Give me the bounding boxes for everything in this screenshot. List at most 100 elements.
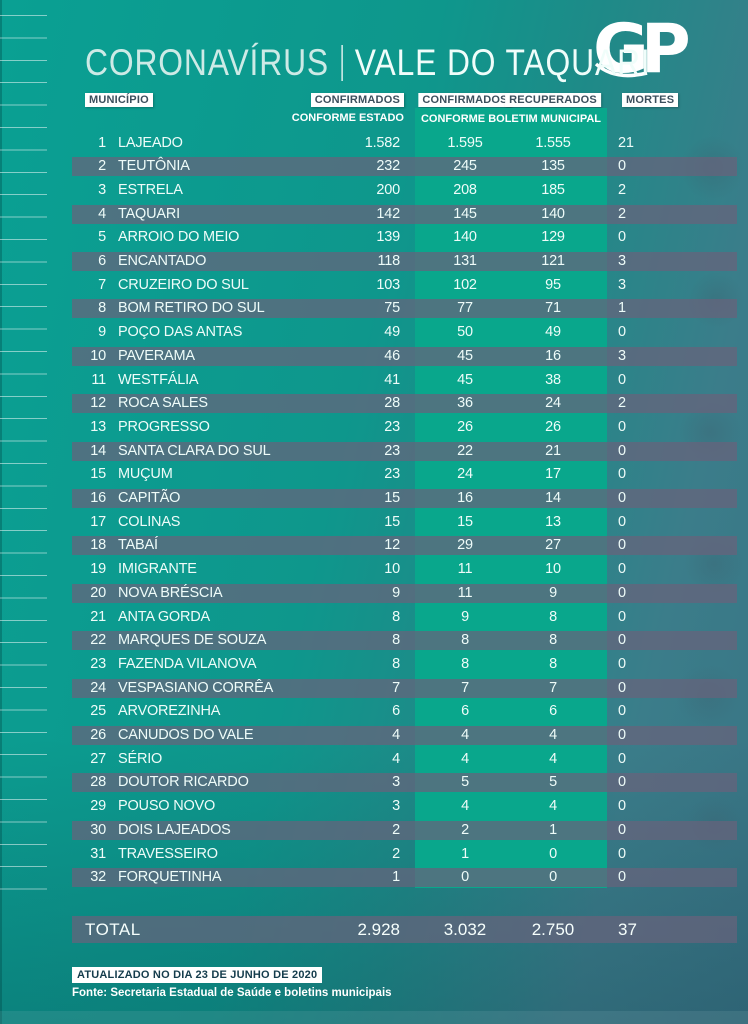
confirmed-municipal-value: 45 xyxy=(457,347,473,364)
table-row: 13 PROGRESSO 23 26 26 0 xyxy=(0,418,748,437)
row-number: 3 xyxy=(98,181,106,198)
row-number: 32 xyxy=(90,869,106,886)
deaths-value: 0 xyxy=(618,655,626,672)
confirmed-state-value: 9 xyxy=(392,584,400,601)
table-row: 23 FAZENDA VILANOVA 8 8 8 0 xyxy=(0,655,748,674)
recovered-value: 4 xyxy=(549,798,557,815)
confirmed-state-value: 7 xyxy=(392,679,400,696)
total-deaths: 37 xyxy=(618,920,637,939)
row-highlight-band xyxy=(72,252,737,271)
recovered-value: 185 xyxy=(541,181,565,198)
confirmed-state-value: 3 xyxy=(392,798,400,815)
row-number: 12 xyxy=(90,395,106,412)
confirmed-state-value: 103 xyxy=(376,276,400,293)
confirmed-municipal-value: 4 xyxy=(461,727,469,743)
title-region: VALE DO TAQUARI xyxy=(354,42,651,83)
deaths-value: 0 xyxy=(618,727,626,743)
municipality-name: POUSO NOVO xyxy=(118,798,216,815)
deaths-value: 0 xyxy=(618,774,626,791)
municipality-name: ROCA SALES xyxy=(118,395,208,412)
row-number: 8 xyxy=(98,300,106,317)
confirmed-state-value: 23 xyxy=(384,442,400,459)
table-row: 16 CAPITÃO 15 16 14 0 xyxy=(0,489,748,508)
row-number: 15 xyxy=(90,466,106,483)
confirmed-municipal-value: 8 xyxy=(461,632,469,649)
table-row: 28 DOUTOR RICARDO 3 5 5 0 xyxy=(0,773,748,793)
municipality-name: IMIGRANTE xyxy=(118,561,197,578)
table-row: 11 WESTFÁLIA 41 45 38 0 xyxy=(0,371,748,390)
table-row: 26 CANUDOS DO VALE 4 4 4 0 xyxy=(0,726,748,745)
table-row: 21 ANTA GORDA 8 9 8 0 xyxy=(0,608,748,627)
municipality-name: CRUZEIRO DO SUL xyxy=(118,276,249,293)
row-number: 28 xyxy=(90,774,106,791)
municipality-name: COLINAS xyxy=(118,513,181,530)
recovered-value: 26 xyxy=(545,418,561,435)
table-row: 27 SÉRIO 4 4 4 0 xyxy=(0,750,748,769)
recovered-value: 5 xyxy=(549,774,557,791)
deaths-value: 0 xyxy=(618,537,626,554)
deaths-value: 0 xyxy=(618,371,626,388)
deaths-value: 21 xyxy=(618,134,634,151)
confirmed-municipal-value: 29 xyxy=(457,537,473,554)
row-number: 20 xyxy=(90,584,106,601)
confirmed-state-value: 46 xyxy=(384,347,400,364)
confirmed-municipal-value: 131 xyxy=(453,253,477,269)
municipality-name: WESTFÁLIA xyxy=(118,371,199,388)
column-header-recuperados: RECUPERADOS xyxy=(505,93,601,107)
deaths-value: 1 xyxy=(618,300,626,317)
row-number: 27 xyxy=(90,750,106,767)
row-number: 24 xyxy=(90,679,106,696)
municipality-name: CANUDOS DO VALE xyxy=(118,727,254,743)
recovered-value: 6 xyxy=(549,703,557,720)
gp-logo-text: GP xyxy=(593,12,689,88)
municipality-name: ENCANTADO xyxy=(118,253,207,269)
updated-date-badge: ATUALIZADO NO DIA 23 DE JUNHO DE 2020 xyxy=(72,967,323,983)
table-row: 20 NOVA BRÉSCIA 9 11 9 0 xyxy=(0,583,748,603)
row-number: 31 xyxy=(90,845,106,862)
municipality-name: VESPASIANO CORRÊA xyxy=(118,679,274,696)
confirmed-municipal-value: 50 xyxy=(457,324,473,341)
title-separator xyxy=(341,45,343,81)
confirmed-municipal-value: 9 xyxy=(461,608,469,625)
deaths-value: 0 xyxy=(618,608,626,625)
municipality-name: MUÇUM xyxy=(118,466,173,483)
row-number: 26 xyxy=(90,727,106,743)
confirmed-state-value: 49 xyxy=(384,324,400,341)
deaths-value: 0 xyxy=(618,869,626,886)
row-number: 25 xyxy=(90,703,106,720)
confirmed-state-value: 8 xyxy=(392,655,400,672)
row-number: 21 xyxy=(90,608,106,625)
recovered-value: 121 xyxy=(541,253,565,269)
row-number: 9 xyxy=(98,324,106,341)
row-number: 4 xyxy=(98,205,106,222)
recovered-value: 135 xyxy=(541,158,565,175)
confirmed-state-value: 12 xyxy=(384,537,400,554)
confirmed-municipal-value: 26 xyxy=(457,418,473,435)
table-row: 8 BOM RETIRO DO SUL 75 77 71 1 xyxy=(0,299,748,319)
table-row: 30 DOIS LAJEADOS 2 2 1 0 xyxy=(0,820,748,840)
confirmed-state-value: 4 xyxy=(392,750,400,767)
recovered-value: 1 xyxy=(549,821,557,838)
confirmed-municipal-value: 45 xyxy=(457,371,473,388)
table-row: 4 TAQUARI 142 145 140 2 xyxy=(0,204,748,224)
table-row: 14 SANTA CLARA DO SUL 23 22 21 0 xyxy=(0,441,748,461)
deaths-value: 2 xyxy=(618,395,626,412)
confirmed-municipal-value: 7 xyxy=(461,679,469,696)
table-row: 9 POÇO DAS ANTAS 49 50 49 0 xyxy=(0,323,748,342)
table-row: 12 ROCA SALES 28 36 24 2 xyxy=(0,394,748,414)
row-highlight-band xyxy=(72,157,737,177)
table-row: 31 TRAVESSEIRO 2 1 0 0 xyxy=(0,845,748,864)
table-row: 18 TABAÍ 12 29 27 0 xyxy=(0,536,748,556)
confirmed-state-value: 139 xyxy=(376,229,400,246)
municipality-name: FORQUETINHA xyxy=(118,869,222,886)
recovered-value: 1.555 xyxy=(535,134,571,151)
confirmed-state-value: 2 xyxy=(392,821,400,838)
total-confirmed-municipal: 3.032 xyxy=(443,920,487,939)
row-number: 29 xyxy=(90,798,106,815)
row-highlight-band xyxy=(72,820,737,840)
confirmed-municipal-value: 208 xyxy=(453,181,477,198)
row-highlight-band xyxy=(72,299,737,319)
deaths-value: 0 xyxy=(618,561,626,578)
deaths-value: 0 xyxy=(618,418,626,435)
row-highlight-band xyxy=(72,346,737,366)
